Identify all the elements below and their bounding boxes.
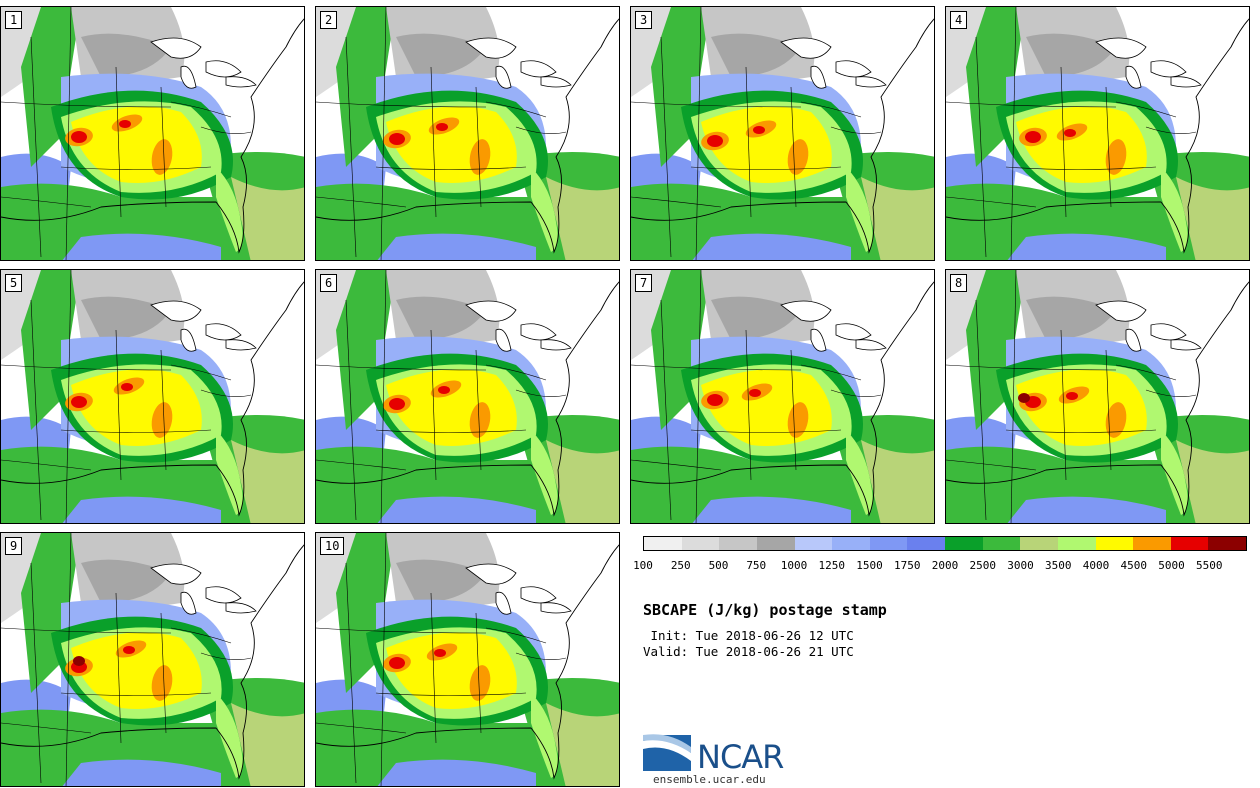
colorbar-segment — [756, 537, 795, 550]
colorbar-tick: 1000 — [780, 559, 808, 572]
member-label: 9 — [5, 537, 23, 555]
member-stamp-2: 2 — [315, 6, 620, 261]
member-label: 4 — [950, 11, 968, 29]
logo-url: ensemble.ucar.edu — [653, 773, 766, 786]
colorbar-segment — [1095, 537, 1134, 550]
colorbar-tick: 3000 — [1007, 559, 1034, 572]
member-stamp-1: 1 — [0, 6, 305, 261]
plot-title: SBCAPE (J/kg) postage stamp — [643, 601, 887, 619]
sbcape-map — [316, 533, 619, 786]
colorbar-tick: 100 — [633, 559, 653, 572]
member-label: 2 — [320, 11, 338, 29]
member-stamp-10: 10 — [315, 532, 620, 787]
sbcape-map — [316, 270, 619, 523]
colorbar-segment — [945, 537, 983, 550]
member-stamp-5: 5 — [0, 269, 305, 524]
colorbar-segment — [1020, 537, 1058, 550]
sbcape-colorbar — [643, 536, 1247, 551]
colorbar-tick: 4500 — [1120, 559, 1148, 572]
member-stamp-7: 7 — [630, 269, 935, 524]
member-label: 6 — [320, 274, 338, 292]
colorbar-segment — [907, 537, 945, 550]
colorbar-segment — [1208, 537, 1246, 550]
sbcape-map — [946, 7, 1249, 260]
colorbar-tick: 5000 — [1158, 559, 1185, 572]
member-label: 1 — [5, 11, 23, 29]
colorbar-segment — [794, 537, 833, 550]
init-time: Init: Tue 2018-06-26 12 UTC — [643, 628, 854, 643]
sbcape-map — [316, 7, 619, 260]
colorbar-segment — [1170, 537, 1209, 550]
colorbar-segment — [681, 537, 720, 550]
colorbar-tick: 5500 — [1196, 559, 1223, 572]
member-label: 3 — [635, 11, 653, 29]
sbcape-map — [631, 7, 934, 260]
colorbar-tick: 2000 — [931, 559, 959, 572]
sbcape-map — [631, 270, 934, 523]
sbcape-map — [1, 270, 304, 523]
colorbar-tick: 1250 — [818, 559, 846, 572]
colorbar-tick: 3500 — [1045, 559, 1072, 572]
colorbar-tick: 750 — [746, 559, 767, 572]
member-stamp-4: 4 — [945, 6, 1250, 261]
member-label: 8 — [950, 274, 968, 292]
member-label: 10 — [320, 537, 345, 555]
member-stamp-3: 3 — [630, 6, 935, 261]
colorbar-segment — [719, 537, 757, 550]
colorbar-tick: 4000 — [1082, 559, 1110, 572]
colorbar-segment — [982, 537, 1021, 550]
colorbar-tick: 1500 — [856, 559, 883, 572]
colorbar-segment — [832, 537, 870, 550]
sbcape-map — [946, 270, 1249, 523]
member-label: 7 — [635, 274, 653, 292]
logo-text: NCAR — [697, 738, 784, 776]
colorbar-tick: 250 — [670, 559, 691, 572]
member-stamp-8: 8 — [945, 269, 1250, 524]
member-stamp-9: 9 — [0, 532, 305, 787]
colorbar-segment — [869, 537, 908, 550]
sbcape-map — [1, 533, 304, 786]
colorbar-tick: 500 — [708, 559, 729, 572]
ncar-logo-icon — [643, 734, 691, 771]
colorbar-segment — [1057, 537, 1096, 550]
member-stamp-6: 6 — [315, 269, 620, 524]
colorbar-tick: 1750 — [894, 559, 921, 572]
sbcape-map — [1, 7, 304, 260]
colorbar-segment — [1133, 537, 1171, 550]
member-label: 5 — [5, 274, 23, 292]
colorbar-tick: 2500 — [969, 559, 997, 572]
colorbar-segment — [644, 537, 682, 550]
valid-time: Valid: Tue 2018-06-26 21 UTC — [643, 644, 854, 659]
colorbar-tick-labels: 100 250 500 750 1000 1250 1500 1750 2000 2500 3000… — [633, 559, 1247, 573]
